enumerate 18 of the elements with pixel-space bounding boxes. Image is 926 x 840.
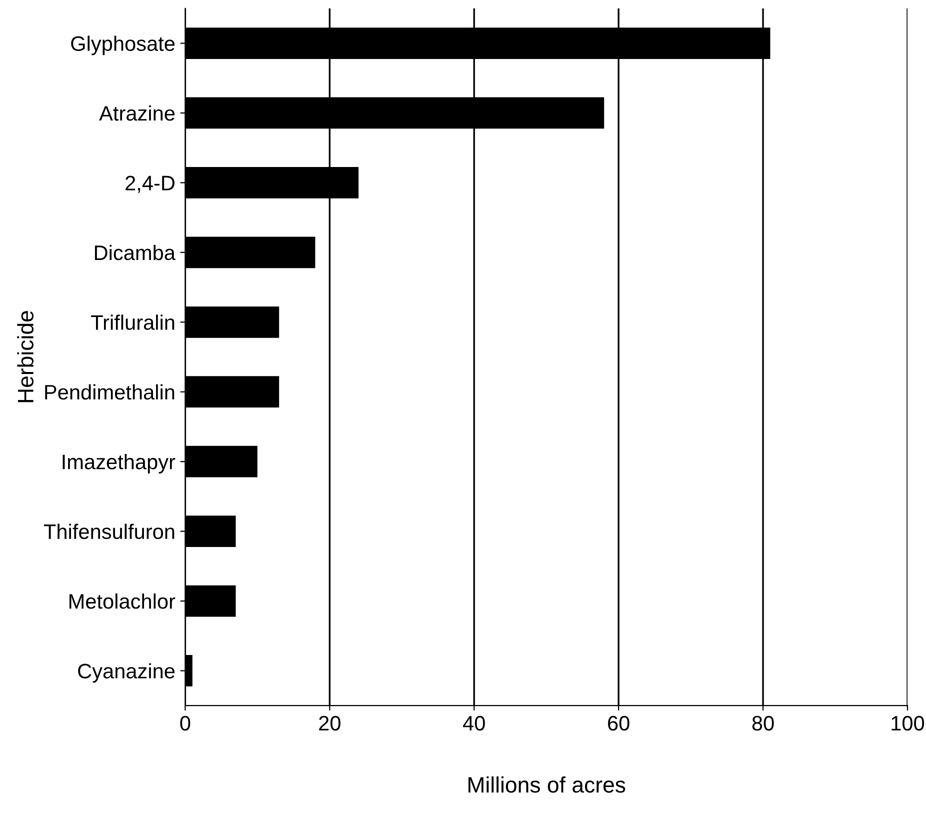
y-tick-label: Metolachlor [70,593,176,609]
y-tick-label: 2,4-D [126,176,174,193]
y-tick-label: Imazethapyr [62,454,176,474]
x-tick-label: 80 [752,716,774,731]
x-tick-label: 20 [319,716,340,731]
x-axis-title: Millions of acres [468,776,626,793]
x-tick-label: 60 [608,716,630,731]
y-tick-label: Dicamba [94,244,176,260]
y-tick-label: Cyanazine [78,663,175,683]
y-tick-label: Trifluralin [91,314,174,330]
x-tick-label: 0 [180,716,190,731]
y-tick-label: Thifensulfuron [44,524,174,540]
y-tick-label: Glyphosate [71,36,175,56]
y-axis-title: Herbicide [17,311,34,402]
x-tick-label: 40 [463,716,485,731]
y-tick-label: Pendimethalin [45,384,174,400]
y-tick-label: Atrazine [99,105,175,121]
x-tick-label: 100 [892,716,924,731]
